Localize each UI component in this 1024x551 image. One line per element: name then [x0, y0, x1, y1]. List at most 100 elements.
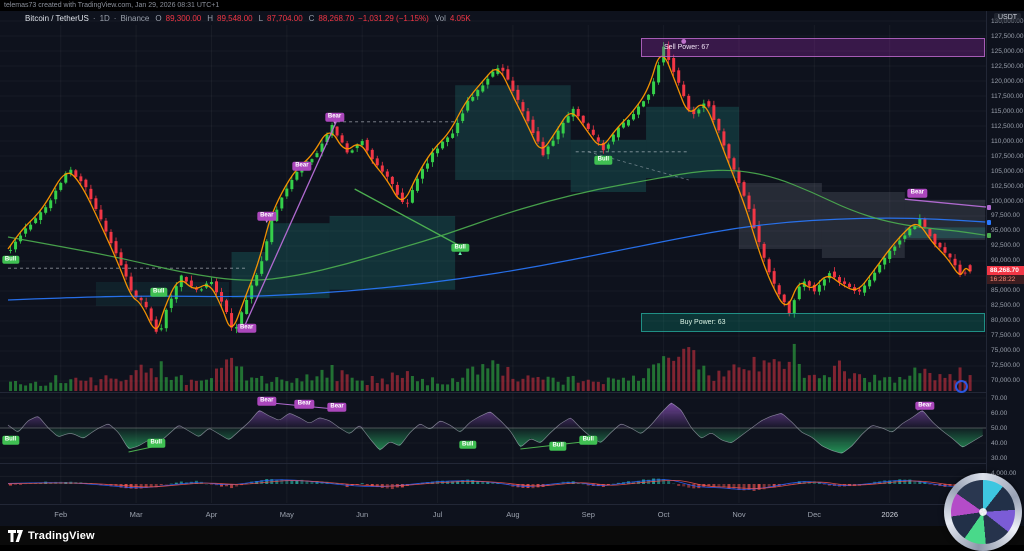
time-tick-oct: Oct [657, 510, 670, 519]
close-label: C [308, 13, 315, 23]
price-tick: 72,500.00 [991, 362, 1020, 370]
time-axis[interactable]: Feb Mar Apr May Jun Jul Aug Sep Oct Nov Dec 2026 [0, 504, 986, 527]
sell-power-zone[interactable]: Sell Power: 67 [641, 38, 986, 57]
macd-tick: 4,000.00 [991, 469, 1017, 477]
open-label: O [155, 13, 162, 23]
time-tick-dec: Dec [807, 510, 822, 519]
price-tick: 110,000.00 [991, 137, 1024, 145]
price-tick: 80,000.00 [991, 317, 1020, 325]
trendline-purple [243, 119, 338, 328]
time-tick-nov: Nov [732, 510, 746, 519]
symbol-title[interactable]: Bitcoin / TetherUS [25, 13, 89, 23]
indicator-logo-icon [955, 380, 968, 393]
coin-watermark-logo [944, 473, 1022, 551]
price-tick: 105,000.00 [991, 167, 1024, 175]
price-tick: 82,500.00 [991, 302, 1020, 310]
oscillator-lower-fill [8, 428, 983, 454]
high-label: H [207, 13, 213, 23]
price-tick: 127,500.00 [991, 32, 1024, 40]
ichimoku-cloud [329, 215, 456, 290]
low-label: L [258, 13, 264, 23]
oscillator-tick: 70.00 [991, 394, 1008, 402]
exchange-label: Binance [120, 13, 150, 23]
attribution-bar: telemas73 created with TradingView.com, … [0, 0, 1024, 11]
ichimoku-cloud [266, 223, 330, 299]
tradingview-brand-text[interactable]: TradingView [28, 529, 95, 542]
price-tick: 77,500.00 [991, 332, 1020, 340]
bar-countdown: 16:28:22 [987, 275, 1024, 284]
ma-mid-line [7, 169, 986, 281]
oscillator-tick: 40.00 [991, 439, 1008, 447]
quote-currency-chip[interactable]: USDT [994, 13, 1022, 22]
ichimoku-cloud [738, 183, 822, 249]
price-tick: 85,000.00 [991, 287, 1020, 295]
oscillator-upper-fill [8, 402, 983, 428]
oscillator-line [7, 403, 983, 454]
ichimoku-cloud [455, 85, 571, 181]
ichimoku-cloud [904, 227, 986, 239]
interval-label[interactable]: 1D [99, 13, 110, 23]
attribution-text: telemas73 created with TradingView.com, … [4, 2, 220, 9]
trendline-green [354, 188, 461, 247]
price-tick: 92,500.00 [991, 242, 1020, 250]
oscillator-tick: 30.00 [991, 454, 1008, 462]
oscillator-trendline [520, 440, 594, 450]
ma-fast-line [7, 55, 971, 330]
low-value: 87,704.00 [267, 13, 303, 23]
oscillator-tick: 60.00 [991, 409, 1008, 417]
price-tick: 70,000.00 [991, 377, 1020, 385]
line-price-mark [987, 219, 991, 225]
macd-signal-line [7, 479, 986, 489]
signal-dot [681, 39, 687, 44]
price-tick: 120,000.00 [991, 77, 1024, 85]
volume-series [9, 343, 972, 391]
change-value: −1,031.29 (−1.15%) [358, 13, 429, 23]
bear-arrow-icon: ▼ [264, 219, 270, 225]
candlestick-series [9, 41, 972, 334]
last-price-value: 88,268.70 [987, 266, 1024, 275]
symbol-bar[interactable]: Bitcoin / TetherUS · 1D · Binance O 89,3… [25, 13, 471, 23]
trendline-purple [904, 198, 986, 208]
oscillator-trendline [917, 405, 928, 411]
price-tick: 95,000.00 [991, 227, 1020, 235]
oscillator-trendline [266, 402, 338, 410]
buy-power-zone[interactable]: Buy Power: 63 [641, 313, 986, 332]
price-tick: 102,500.00 [991, 182, 1024, 190]
oscillator-pane [0, 402, 986, 454]
ichimoku-cloud [95, 281, 230, 306]
time-tick-mar: Mar [129, 510, 143, 519]
separator-dot: · [92, 13, 96, 23]
line-price-mark [987, 233, 991, 239]
close-value: 88,268.70 [318, 13, 355, 23]
bear-arrow-icon: ▼ [332, 120, 338, 126]
open-value: 89,300.00 [165, 13, 202, 23]
bull-arrow-icon: ▲ [457, 251, 463, 257]
coin-inner-face [951, 480, 1015, 544]
time-tick-sep: Sep [581, 510, 595, 519]
buy-power-label: Buy Power: 63 [680, 319, 726, 326]
price-tick: 122,500.00 [991, 62, 1024, 70]
tradingview-logo-icon[interactable] [8, 529, 23, 542]
ma-slow-line [7, 217, 986, 301]
main-pane: ▼ ▼ ▼ ▲ [7, 39, 986, 391]
high-value: 89,548.00 [217, 13, 253, 23]
price-tick: 75,000.00 [991, 347, 1020, 355]
price-tick: 107,500.00 [991, 152, 1024, 160]
time-tick-feb: Feb [54, 510, 68, 519]
price-tick: 100,000.00 [991, 197, 1024, 205]
time-tick-jun: Jun [356, 510, 369, 519]
last-price-badge: 88,268.70 16:28:22 [987, 266, 1024, 284]
oscillator-tick: 50.00 [991, 424, 1008, 432]
separator-dot: · [113, 13, 117, 23]
price-tick: 117,500.00 [991, 92, 1024, 100]
price-tick: 125,000.00 [991, 47, 1024, 55]
volume-value: 4.05K [449, 13, 471, 23]
macd-pane [7, 478, 986, 491]
price-tick: 97,500.00 [991, 212, 1020, 220]
line-price-mark [987, 204, 991, 210]
time-tick-may: May [279, 510, 294, 519]
sell-power-label: Sell Power: 67 [664, 44, 710, 51]
price-tick: 112,500.00 [991, 122, 1024, 130]
